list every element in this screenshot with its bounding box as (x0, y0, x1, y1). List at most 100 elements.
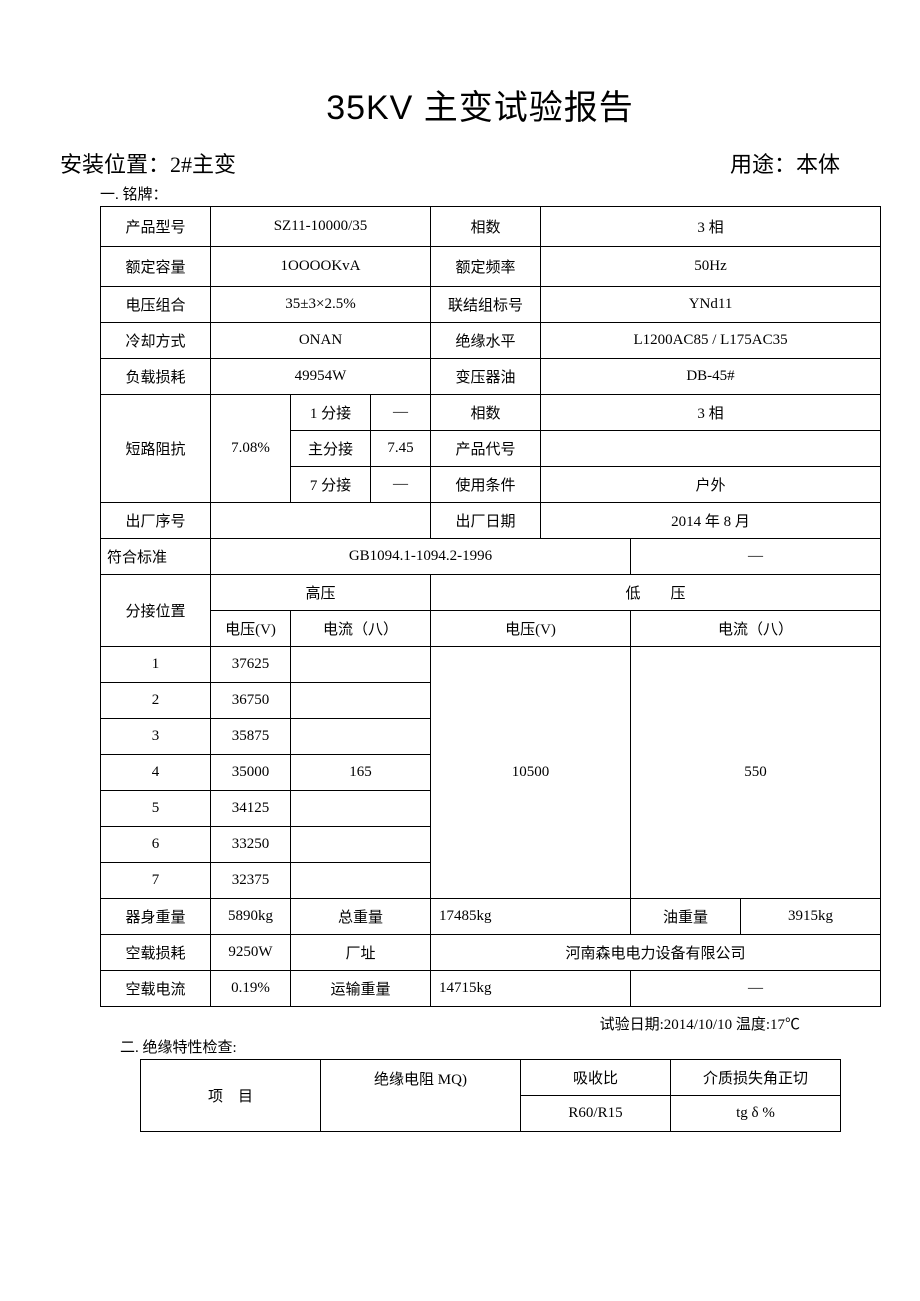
cell: 额定频率 (431, 247, 541, 287)
cell: 1OOOOKvA (211, 247, 431, 287)
cell: 负载损耗 (101, 359, 211, 395)
section1-label: 一. 铭牌： (40, 183, 880, 204)
cell: 34125 (211, 791, 291, 827)
cell: YNd11 (541, 287, 881, 323)
cell: 2 (101, 683, 211, 719)
cell: 1 分接 (291, 395, 371, 431)
cell: 7 分接 (291, 467, 371, 503)
cell: 33250 (211, 827, 291, 863)
install-value: 2#主变 (170, 152, 236, 177)
cell: — (631, 971, 881, 1007)
cell (211, 503, 431, 539)
cell: DB-45# (541, 359, 881, 395)
cell: 出厂序号 (101, 503, 211, 539)
cell: 49954W (211, 359, 431, 395)
cell: 14715kg (431, 971, 631, 1007)
cell: SZ11-10000/35 (211, 207, 431, 247)
cell: 550 (631, 647, 881, 899)
cell: 相数 (431, 207, 541, 247)
cell: 5890kg (211, 899, 291, 935)
section2-label: 二. 绝缘特性检查: (40, 1036, 880, 1057)
cell: 河南森电电力设备有限公司 (431, 935, 881, 971)
test-date: 试验日期:2014/10/10 温度:17℃ (40, 1013, 880, 1034)
cell: 变压器油 (431, 359, 541, 395)
cell: 短路阻抗 (101, 395, 211, 503)
cell (541, 431, 881, 467)
cell: 主分接 (291, 431, 371, 467)
cell: 35875 (211, 719, 291, 755)
cell: 36750 (211, 683, 291, 719)
cell: 分接位置 (101, 575, 211, 647)
cell: 165 (291, 755, 431, 791)
cell: 器身重量 (101, 899, 211, 935)
cell: 介质损失角正切 (671, 1060, 841, 1096)
cell: — (631, 539, 881, 575)
cell: 户外 (541, 467, 881, 503)
cell: 项 目 (141, 1060, 321, 1132)
cell: 吸收比 (521, 1060, 671, 1096)
cell: 高压 (211, 575, 431, 611)
cell: 电流（八） (631, 611, 881, 647)
cell: 9250W (211, 935, 291, 971)
cell: GB1094.1-1094.2-1996 (211, 539, 631, 575)
cell: 3 相 (541, 207, 881, 247)
cell (291, 683, 431, 719)
insulation-table: 项 目 绝缘电阻 MQ) 吸收比 介质损失角正切 R60/R15 tg δ % (140, 1059, 841, 1132)
cell: tg δ % (671, 1096, 841, 1132)
cell: ONAN (211, 323, 431, 359)
cell: 37625 (211, 647, 291, 683)
cell: 出厂日期 (431, 503, 541, 539)
cell (291, 827, 431, 863)
install-label: 安装位置： (60, 152, 170, 177)
cell: 35000 (211, 755, 291, 791)
cell: 空载电流 (101, 971, 211, 1007)
use-label: 用途： (730, 152, 796, 177)
cell: 5 (101, 791, 211, 827)
cell: 符合标准 (101, 539, 211, 575)
cell: 7 (101, 863, 211, 899)
usage: 用途：本体 (730, 147, 840, 179)
cell (291, 863, 431, 899)
cell: 6 (101, 827, 211, 863)
cell (291, 791, 431, 827)
cell: 电压组合 (101, 287, 211, 323)
install-location: 安装位置：2#主变 (60, 147, 236, 179)
report-title: 35KV 主变试验报告 (40, 80, 880, 129)
cell: 50Hz (541, 247, 881, 287)
cell: 7.45 (371, 431, 431, 467)
cell: 总重量 (291, 899, 431, 935)
cell: 低 压 (431, 575, 881, 611)
cell: 10500 (431, 647, 631, 899)
cell: 产品型号 (101, 207, 211, 247)
cell: 2014 年 8 月 (541, 503, 881, 539)
cell: 35±3×2.5% (211, 287, 431, 323)
cell: 联结组标号 (431, 287, 541, 323)
cell: 额定容量 (101, 247, 211, 287)
cell: — (371, 467, 431, 503)
cell (291, 647, 431, 683)
nameplate-table: 产品型号 SZ11-10000/35 相数 3 相 额定容量 1OOOOKvA … (100, 206, 881, 1007)
cell: — (371, 395, 431, 431)
cell: 17485kg (431, 899, 631, 935)
cell: 电压(V) (431, 611, 631, 647)
cell: 3 相 (541, 395, 881, 431)
cell: 电流（八） (291, 611, 431, 647)
cell: 绝缘电阻 MQ) (321, 1060, 521, 1132)
cell: 空载损耗 (101, 935, 211, 971)
cell: 7.08% (211, 395, 291, 503)
cell: 1 (101, 647, 211, 683)
cell: 相数 (431, 395, 541, 431)
cell: 4 (101, 755, 211, 791)
cell: 3915kg (741, 899, 881, 935)
cell: 32375 (211, 863, 291, 899)
cell: 厂址 (291, 935, 431, 971)
cell: 绝缘水平 (431, 323, 541, 359)
cell: 电压(V) (211, 611, 291, 647)
subheader: 安装位置：2#主变 用途：本体 (40, 147, 880, 181)
cell: 产品代号 (431, 431, 541, 467)
cell: 冷却方式 (101, 323, 211, 359)
cell: R60/R15 (521, 1096, 671, 1132)
cell: 0.19% (211, 971, 291, 1007)
use-value: 本体 (796, 152, 840, 177)
cell: L1200AC85 / L175AC35 (541, 323, 881, 359)
